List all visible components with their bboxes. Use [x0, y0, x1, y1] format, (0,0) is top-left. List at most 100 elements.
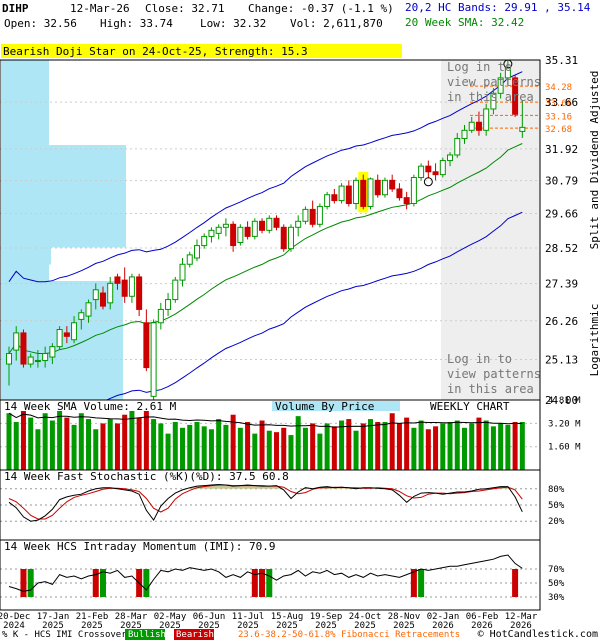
- candle-body: [475, 121, 482, 131]
- volume-bar: [396, 423, 402, 470]
- volume-bar: [302, 427, 308, 470]
- vbp-bar: [1, 77, 49, 95]
- candle-body: [519, 126, 526, 132]
- volume-bar: [512, 421, 518, 470]
- candle-body: [128, 276, 135, 297]
- volume-bar: [418, 420, 424, 470]
- candle-body: [468, 121, 475, 131]
- candle-body: [78, 312, 85, 320]
- candle-body: [309, 208, 316, 225]
- bearish-crossover-marker: [92, 569, 99, 597]
- login-note-bottom-line1: Log in to: [447, 352, 512, 366]
- candle-body: [367, 178, 374, 207]
- volume-bar: [310, 423, 316, 470]
- stochastic-k-line: [8, 483, 523, 522]
- price-tick-label: 31.92: [545, 143, 578, 156]
- imi-tick-label: 50%: [548, 579, 565, 589]
- vbp-bar: [1, 162, 126, 180]
- x-tick-date: 17-Jan: [37, 612, 70, 622]
- stochastic-axis-ticks: 80% 50% 20%: [548, 485, 565, 527]
- candle-body: [432, 171, 439, 176]
- volume-bar: [100, 423, 106, 470]
- header: DIHP 12-Mar-26 Close: 32.71 Change: -0.3…: [2, 1, 591, 30]
- vbp-label: Volume By Price: [275, 400, 374, 413]
- login-note-top-line1: Log in to: [447, 60, 512, 74]
- bearish-crossover-marker: [251, 569, 258, 597]
- vbp-bar: [1, 298, 123, 316]
- volume-bar: [266, 430, 272, 470]
- candle-body: [497, 77, 504, 94]
- candle-body: [172, 279, 179, 301]
- volume-bar: [71, 424, 77, 470]
- volume-bar: [281, 427, 287, 470]
- candle-body: [63, 332, 70, 337]
- volume-bar: [245, 421, 251, 470]
- volume-bar: [172, 421, 178, 470]
- stochastic-tick-label: 50%: [548, 501, 565, 511]
- candle-body: [208, 229, 215, 237]
- x-tick-year: 2026: [510, 621, 532, 631]
- x-tick-year: 2025: [120, 621, 142, 631]
- volume-bar: [382, 421, 388, 470]
- bullish-legend-swatch: [125, 629, 165, 640]
- x-tick-date: 06-Jun: [193, 612, 226, 622]
- x-tick-date: 12-Mar: [505, 612, 538, 622]
- x-tick-year: 2025: [81, 621, 103, 631]
- login-note-bottom: Log in to view patterns in this area: [447, 352, 541, 396]
- volume-bar: [64, 417, 70, 470]
- bullish-crossover-marker: [418, 569, 425, 597]
- fibonacci-legend: 23.6-38.2-50-61.8% Fibonacci Retracement…: [238, 630, 460, 640]
- volume-title: 14 Week SMA Volume: 2.61 M: [4, 400, 177, 413]
- candle-body: [136, 276, 143, 310]
- upper-band-line: [8, 71, 523, 283]
- volume-bar: [107, 419, 113, 470]
- volume-bar: [317, 433, 323, 470]
- candle-body: [439, 160, 446, 176]
- candle-body: [42, 353, 49, 362]
- volume-bar: [295, 416, 301, 470]
- bullish-legend-label: Bullish: [128, 630, 166, 640]
- volume-bar: [368, 419, 373, 470]
- candle-body: [353, 179, 360, 205]
- volume-bar: [194, 421, 200, 470]
- volume-bar: [151, 419, 157, 470]
- imi-line-path: [8, 554, 523, 592]
- volume-bar: [519, 421, 525, 470]
- volume-bar: [425, 429, 431, 470]
- price-panel: 34.28 33.66 33.16 32.68 Log in to view patt…: [0, 44, 600, 423]
- x-tick-date: 11-Jul: [232, 612, 265, 622]
- volume-bar: [143, 403, 149, 470]
- candle-body: [114, 276, 121, 284]
- candle-body: [273, 217, 280, 228]
- imi-title-background: [1, 541, 251, 551]
- price-tick-label: 29.66: [545, 208, 578, 221]
- header-hc-bands: 20,2 HC Bands: 29.91 , 35.14: [405, 1, 591, 14]
- candle-body: [483, 108, 490, 131]
- imi-panel-border: [0, 539, 541, 611]
- header-change: Change: -0.37 (-1.1 %): [248, 2, 394, 15]
- stochastic-lines: [8, 483, 523, 522]
- volume-bar: [389, 413, 395, 470]
- imi-panel: 14 Week HCS Intraday Momentum (IMI): 70.…: [0, 539, 565, 611]
- candle-body: [447, 154, 454, 162]
- header-volume: Vol: 2,611,870: [290, 17, 383, 30]
- x-tick-date: 02-May: [154, 612, 187, 622]
- copyright: © HotCandlestick.com: [478, 629, 598, 640]
- x-tick-year: 2025: [315, 621, 337, 631]
- right-axis-title-adjusted: Split and Dividend Adjusted: [588, 71, 600, 250]
- volume-panel: 14 Week SMA Volume: 2.61 M Volume By Pri…: [0, 396, 581, 471]
- volume-bar: [20, 407, 26, 470]
- volume-bar: [216, 419, 222, 470]
- price-tick-label: 28.52: [545, 242, 578, 255]
- volume-bar: [483, 420, 489, 470]
- imi-title: 14 Week HCS Intraday Momentum (IMI): 70.…: [4, 540, 276, 553]
- ticker: DIHP: [2, 2, 29, 15]
- vbp-bar: [1, 213, 126, 231]
- candle-body: [27, 356, 34, 365]
- price-axis-ticks: 35.31 33.66 31.92 30.79 29.66 28.52 27.39 26.26…: [545, 54, 578, 407]
- footer-legend: % K - HCS IMI Crossover,: [2, 630, 132, 640]
- volume-bar: [346, 419, 352, 470]
- vbp-bar: [1, 145, 126, 163]
- header-date: 12-Mar-26: [70, 2, 130, 15]
- price-tick-label: 35.31: [545, 54, 578, 67]
